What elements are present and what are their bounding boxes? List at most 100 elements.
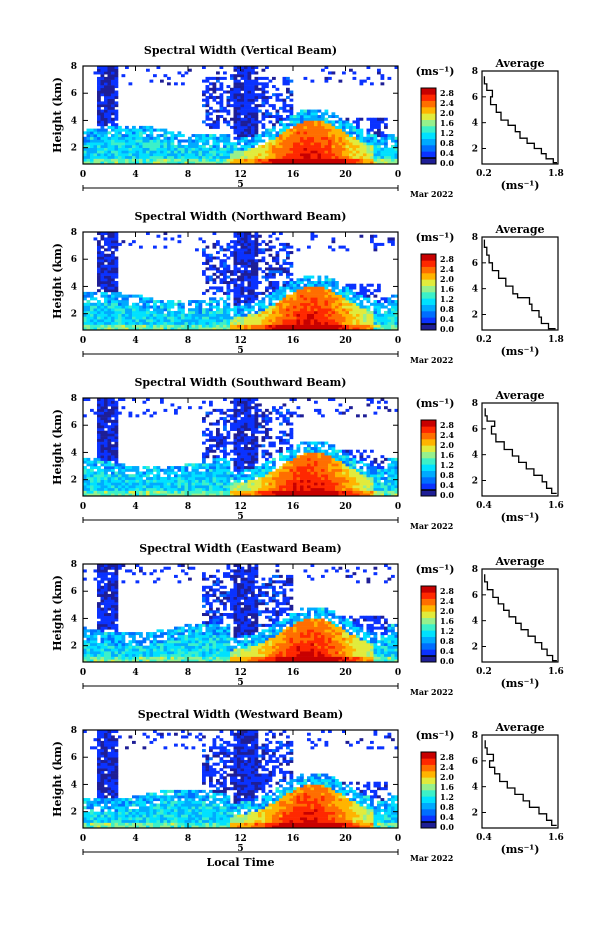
colorbar-tick-6: 0.4 xyxy=(440,480,454,490)
x-tick-label-1: 4 xyxy=(132,668,138,678)
x-tick-label-0: 0 xyxy=(80,834,86,844)
colorbar-tick-1: 2.4 xyxy=(440,264,454,274)
avg-y-tick-label-8: 8 xyxy=(472,565,478,575)
date-label: Mar 2022 xyxy=(410,853,453,863)
colorbar-segment-6 xyxy=(421,285,436,293)
y-axis-label: Height (km) xyxy=(51,77,64,153)
colorbar-frame xyxy=(420,751,437,829)
colorbar-tick-7: 0.0 xyxy=(440,158,454,168)
colorbar-segment-9 xyxy=(421,598,436,606)
x-tick-label-2: 8 xyxy=(185,502,191,512)
avg-title: Average xyxy=(494,389,544,402)
colorbar-tick-0: 2.8 xyxy=(440,420,454,430)
x-tick-label-3: 12 xyxy=(234,834,247,844)
colorbar-segment-0 xyxy=(421,489,436,497)
colorbar-tick-3: 1.6 xyxy=(440,450,454,460)
colorbar-segment-10 xyxy=(421,426,436,433)
colorbar-segment-9 xyxy=(421,266,436,274)
avg-frame xyxy=(481,70,559,165)
y-axis-label: Height (km) xyxy=(51,409,64,485)
colorbar-segment-7 xyxy=(421,777,436,784)
y-tick-label-8: 8 xyxy=(71,726,77,736)
panel-title: Spectral Width (Southward Beam) xyxy=(134,376,346,389)
avg-y-tick-label-4: 4 xyxy=(472,119,478,129)
day-label: 5 xyxy=(237,512,243,522)
colorbar-segment-1 xyxy=(421,649,436,656)
colorbar-segment-4 xyxy=(421,132,436,139)
avg-y-tick-label-2: 2 xyxy=(472,145,478,155)
x-tick-label-6: 0 xyxy=(395,170,401,180)
x-tick-label-0: 0 xyxy=(80,502,86,512)
heatmap-cells xyxy=(83,564,399,663)
avg-xlabel: (ms⁻¹) xyxy=(501,843,540,856)
avg-y-tick-label-8: 8 xyxy=(472,731,478,741)
colorbar-segment-2 xyxy=(421,477,436,484)
colorbar-tick-4: 1.2 xyxy=(440,128,454,138)
y-tick-label-8: 8 xyxy=(71,62,77,72)
date-label: Mar 2022 xyxy=(410,189,453,199)
colorbar-tick-3: 1.6 xyxy=(440,616,454,626)
colorbar-segment-7 xyxy=(421,113,436,120)
avg-profile-line xyxy=(483,76,557,164)
colorbar-tick-6: 0.4 xyxy=(440,314,454,324)
avg-y-tick-label-4: 4 xyxy=(472,285,478,295)
colorbar-segment-3 xyxy=(421,802,436,810)
avg-y-tick-label-6: 6 xyxy=(472,591,478,601)
avg-frame xyxy=(481,402,559,497)
panel-title: Spectral Width (Northward Beam) xyxy=(135,210,347,223)
x-tick-label-1: 4 xyxy=(132,834,138,844)
colorbar-tick-5: 0.8 xyxy=(440,304,454,314)
avg-title: Average xyxy=(494,223,544,236)
day-label: 5 xyxy=(237,180,243,190)
colorbar-tick-0: 2.8 xyxy=(440,254,454,264)
colorbar-segment-7 xyxy=(421,611,436,618)
x-tick-label-5: 20 xyxy=(339,336,352,346)
colorbar-tick-2: 2.0 xyxy=(440,772,454,782)
avg-x-tick-right: 1.6 xyxy=(548,667,564,677)
y-tick-label-2: 2 xyxy=(71,310,77,320)
colorbar-tick-2: 2.0 xyxy=(440,108,454,118)
colorbar-segment-0 xyxy=(421,821,436,829)
colorbar-segment-1 xyxy=(421,815,436,822)
colorbar-tick-7: 0.0 xyxy=(440,822,454,832)
avg-title: Average xyxy=(494,555,544,568)
colorbar-segment-10 xyxy=(421,758,436,765)
colorbar-tick-5: 0.8 xyxy=(440,470,454,480)
colorbar-tick-7: 0.0 xyxy=(440,324,454,334)
colorbar-frame xyxy=(420,253,437,331)
y-axis-label: Height (km) xyxy=(51,575,64,651)
colorbar-units: (ms⁻¹) xyxy=(416,65,455,78)
date-label: Mar 2022 xyxy=(410,687,453,697)
colorbar-segment-11 xyxy=(421,88,436,95)
avg-y-tick-label-2: 2 xyxy=(472,809,478,819)
y-axis-label: Height (km) xyxy=(51,243,64,319)
y-tick-label-4: 4 xyxy=(71,116,77,126)
x-axis-label: Local Time xyxy=(207,856,275,869)
colorbar-segment-11 xyxy=(421,254,436,261)
x-tick-label-2: 8 xyxy=(185,834,191,844)
x-tick-label-0: 0 xyxy=(80,668,86,678)
x-tick-label-2: 8 xyxy=(185,170,191,180)
colorbar-segment-5 xyxy=(421,126,436,133)
colorbar-segment-6 xyxy=(421,451,436,459)
colorbar-segment-2 xyxy=(421,311,436,318)
colorbar-segment-3 xyxy=(421,304,436,312)
colorbar-segment-10 xyxy=(421,94,436,101)
colorbar-segment-8 xyxy=(421,605,436,612)
y-tick-label-6: 6 xyxy=(71,753,77,763)
colorbar-segment-11 xyxy=(421,752,436,759)
colorbar-tick-3: 1.6 xyxy=(440,118,454,128)
x-tick-label-3: 12 xyxy=(234,170,247,180)
colorbar-segment-4 xyxy=(421,298,436,305)
avg-x-tick-left: 0.2 xyxy=(476,169,492,179)
colorbar-segment-8 xyxy=(421,439,436,446)
colorbar-segment-2 xyxy=(421,145,436,152)
x-tick-label-1: 4 xyxy=(132,502,138,512)
x-tick-label-1: 4 xyxy=(132,170,138,180)
x-tick-label-2: 8 xyxy=(185,336,191,346)
panel-title: Spectral Width (Eastward Beam) xyxy=(139,542,341,555)
colorbar-segment-9 xyxy=(421,764,436,772)
avg-x-tick-right: 1.8 xyxy=(548,335,564,345)
panel-title: Spectral Width (Vertical Beam) xyxy=(144,44,337,57)
colorbar-segment-9 xyxy=(421,100,436,108)
